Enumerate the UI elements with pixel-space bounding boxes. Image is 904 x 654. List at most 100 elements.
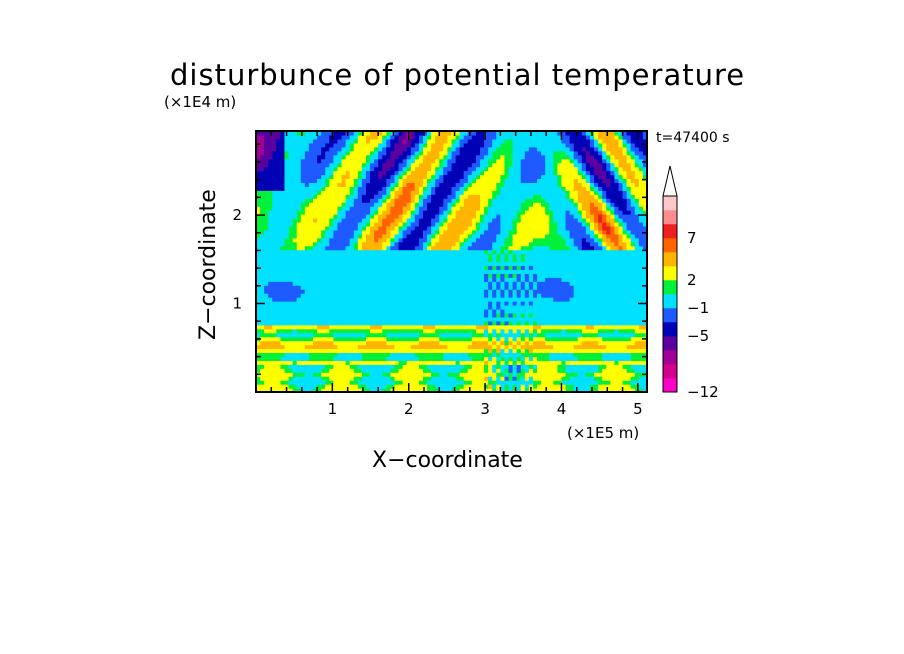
field-cell [272, 372, 277, 377]
field-cell [508, 186, 514, 191]
field-cell [512, 233, 518, 239]
field-cell [390, 364, 396, 369]
field-cell [484, 249, 489, 255]
field-cell [256, 344, 261, 350]
field-cell [524, 273, 530, 278]
field-cell [268, 134, 273, 140]
field-cell [431, 233, 436, 239]
field-cell [549, 348, 554, 354]
field-cell [455, 241, 461, 247]
field-cell [475, 154, 481, 160]
field-cell [467, 281, 473, 286]
field-cell [532, 210, 538, 215]
field-cell [528, 237, 534, 243]
field-cell [557, 273, 563, 278]
field-cell [414, 131, 420, 136]
field-cell [370, 202, 375, 207]
field-cell [264, 154, 269, 160]
field-cell [418, 324, 424, 330]
field-cell [406, 281, 412, 286]
field-cell [447, 364, 453, 369]
field-cell [427, 380, 432, 385]
field-cell [374, 297, 379, 302]
field-cell [382, 281, 387, 286]
field-cell [378, 237, 383, 243]
field-cell [443, 202, 449, 207]
field-cell [541, 154, 546, 160]
field-cell [313, 261, 318, 267]
field-cell [337, 384, 343, 389]
field-cell [264, 229, 269, 235]
field-cell [500, 131, 506, 136]
field-cell [504, 138, 510, 144]
field-cell [418, 261, 424, 267]
field-cell [496, 225, 501, 231]
field-cell [443, 340, 449, 346]
field-cell [272, 332, 277, 338]
field-cell [471, 281, 477, 286]
field-cell [357, 372, 363, 377]
field-cell [304, 194, 310, 199]
field-cell [427, 194, 432, 199]
field-cell [365, 225, 371, 231]
field-cell [402, 308, 408, 314]
field-cell [414, 305, 420, 310]
field-cell [410, 273, 416, 278]
field-cell [520, 150, 526, 156]
field-cell [459, 297, 465, 302]
field-cell [264, 158, 269, 164]
field-cell [292, 241, 298, 247]
field-cell [463, 265, 469, 270]
field-cell [333, 221, 339, 227]
field-cell [414, 245, 420, 251]
field-cell [280, 170, 286, 176]
field-cell [504, 352, 510, 357]
field-cell [528, 324, 534, 330]
field-cell [435, 150, 440, 156]
field-cell [341, 364, 347, 369]
field-cell [455, 249, 461, 255]
field-cell [410, 277, 416, 282]
field-cell [463, 174, 469, 180]
field-cell [520, 320, 526, 326]
field-cell [398, 297, 404, 302]
field-cell [361, 210, 367, 215]
field-cell [447, 261, 453, 267]
field-cell [463, 178, 469, 183]
field-cell [435, 380, 440, 385]
field-cell [557, 281, 563, 286]
field-cell [378, 202, 383, 207]
field-cell [488, 269, 493, 274]
field-cell [292, 162, 298, 168]
field-cell [516, 352, 522, 357]
field-cell [553, 297, 558, 302]
field-cell [398, 324, 404, 330]
field-cell [528, 312, 534, 318]
field-cell [304, 221, 310, 227]
field-cell [532, 384, 538, 389]
field-cell [500, 237, 506, 243]
field-cell [471, 233, 477, 239]
field-cell [256, 233, 261, 239]
field-cell [463, 340, 469, 346]
field-cell [390, 206, 396, 211]
field-cell [439, 170, 444, 176]
field-cell [520, 344, 526, 350]
field-cell [329, 308, 334, 314]
field-cell [361, 332, 367, 338]
field-cell [398, 332, 404, 338]
field-cell [260, 257, 265, 263]
field-cell [471, 380, 477, 385]
field-cell [337, 158, 343, 164]
field-cell [427, 324, 432, 330]
field-cell [520, 308, 526, 314]
field-cell [264, 285, 269, 290]
field-cell [431, 305, 436, 310]
field-cell [313, 376, 318, 381]
field-cell [386, 352, 391, 357]
field-cell [414, 281, 420, 286]
field-cell [406, 308, 412, 314]
field-cell [333, 356, 339, 361]
field-cell [500, 146, 506, 152]
field-cell [532, 233, 538, 239]
